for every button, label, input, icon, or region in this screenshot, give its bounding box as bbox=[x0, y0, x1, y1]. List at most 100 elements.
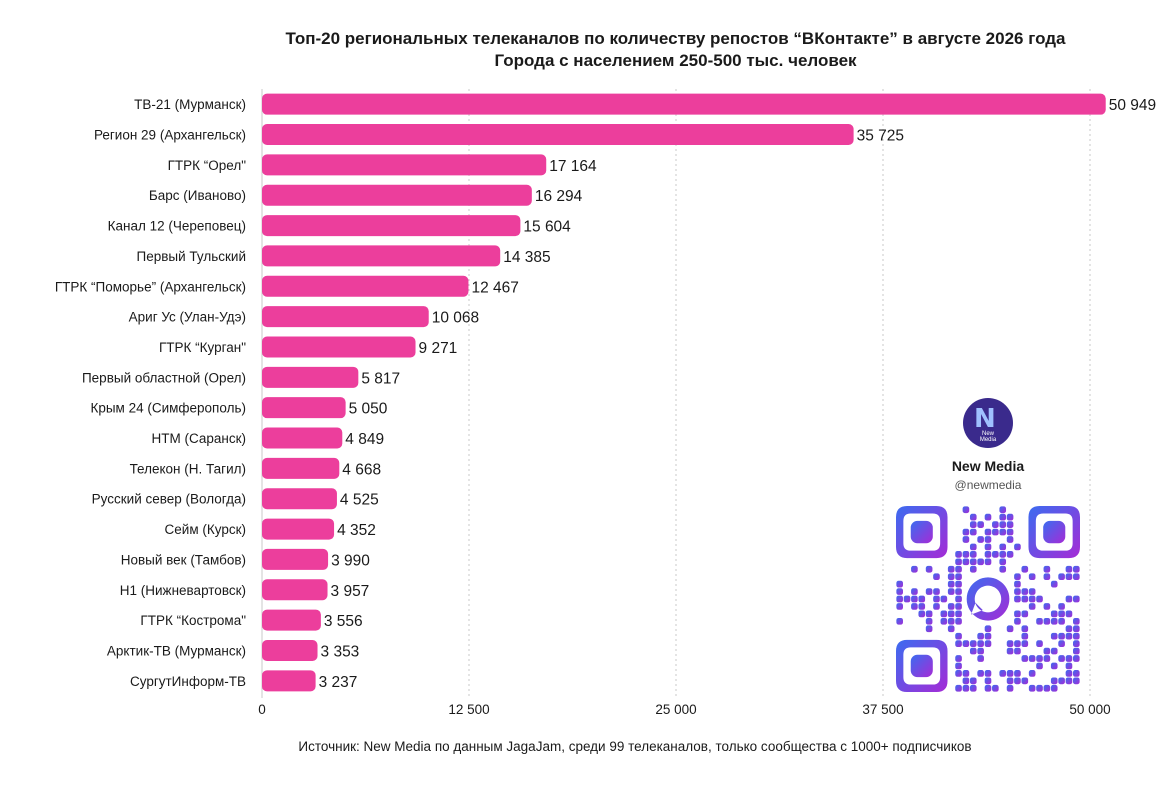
qr-module bbox=[925, 617, 933, 625]
category-label: Телекон (Н. Тагил) bbox=[130, 461, 246, 476]
category-label: Первый областной (Орел) bbox=[82, 370, 246, 385]
qr-module bbox=[1073, 647, 1080, 655]
qr-finder bbox=[896, 639, 948, 692]
qr-module bbox=[999, 565, 1007, 573]
bar bbox=[262, 215, 521, 237]
value-label: 10 068 bbox=[432, 310, 479, 327]
qr-module bbox=[1014, 677, 1021, 685]
qr-module bbox=[977, 521, 984, 528]
qr-module bbox=[999, 513, 1007, 521]
qr-module bbox=[925, 588, 933, 595]
qr-code-icon[interactable] bbox=[896, 506, 1080, 692]
qr-module bbox=[1050, 580, 1058, 588]
x-tick-label: 50 000 bbox=[1069, 702, 1110, 717]
qr-module bbox=[962, 670, 970, 677]
category-label: Арктик-ТВ (Мурманск) bbox=[107, 643, 246, 658]
x-tick-label: 12 500 bbox=[448, 702, 489, 717]
qr-module bbox=[1050, 684, 1058, 692]
qr-module bbox=[1021, 632, 1029, 640]
value-label: 5 050 bbox=[349, 401, 388, 418]
qr-module bbox=[1043, 603, 1051, 610]
qr-module bbox=[1065, 625, 1073, 633]
qr-module bbox=[1050, 662, 1058, 670]
qr-module bbox=[1014, 543, 1021, 551]
qr-module bbox=[984, 543, 992, 551]
qr-module bbox=[1028, 670, 1036, 677]
category-label: Сейм (Курск) bbox=[165, 522, 246, 537]
qr-module bbox=[1021, 610, 1029, 618]
qr-module bbox=[962, 640, 970, 647]
qr-module bbox=[984, 558, 992, 566]
qr-module bbox=[1058, 655, 1065, 662]
qr-module bbox=[940, 617, 948, 625]
qr-module bbox=[955, 617, 962, 625]
qr-module bbox=[933, 603, 940, 610]
qr-module bbox=[1021, 595, 1029, 603]
value-label: 9 271 bbox=[419, 340, 458, 357]
qr-module bbox=[1028, 603, 1036, 610]
bar bbox=[262, 366, 359, 388]
bar bbox=[262, 427, 343, 449]
value-label: 16 294 bbox=[535, 188, 583, 205]
qr-module bbox=[1073, 617, 1080, 625]
bar bbox=[262, 488, 337, 510]
qr-module bbox=[1073, 655, 1080, 662]
qr-module bbox=[933, 573, 940, 581]
qr-module bbox=[918, 595, 926, 603]
qr-module bbox=[896, 595, 903, 603]
qr-module bbox=[992, 684, 999, 692]
x-tick-label: 25 000 bbox=[655, 702, 696, 717]
qr-module bbox=[1043, 573, 1051, 581]
qr-module bbox=[969, 647, 977, 655]
qr-module bbox=[1036, 640, 1043, 647]
qr-finder-center bbox=[910, 654, 933, 678]
qr-module bbox=[984, 551, 992, 558]
qr-module bbox=[969, 521, 977, 528]
qr-module bbox=[1065, 610, 1073, 618]
qr-module bbox=[1014, 588, 1021, 595]
qr-module bbox=[1058, 603, 1065, 610]
qr-module bbox=[947, 625, 955, 633]
qr-module bbox=[1014, 573, 1021, 581]
category-label: ГТРК “Поморье” (Архангельск) bbox=[55, 279, 246, 294]
qr-module bbox=[969, 513, 977, 521]
qr-module bbox=[1050, 617, 1058, 625]
value-label: 17 164 bbox=[549, 158, 597, 175]
qr-module bbox=[955, 588, 962, 595]
qr-module bbox=[955, 603, 962, 610]
logo-letter: N bbox=[974, 404, 996, 434]
value-label: 4 525 bbox=[340, 492, 379, 509]
value-label: 3 556 bbox=[324, 613, 363, 630]
qr-module bbox=[955, 558, 962, 566]
qr-module bbox=[1073, 677, 1080, 685]
value-label: 4 352 bbox=[337, 522, 376, 539]
bar bbox=[262, 397, 346, 419]
qr-module bbox=[984, 625, 992, 633]
qr-module bbox=[1028, 684, 1036, 692]
qr-module bbox=[1028, 595, 1036, 603]
qr-module bbox=[1014, 580, 1021, 588]
qr-module bbox=[1021, 565, 1029, 573]
qr-module bbox=[969, 543, 977, 551]
labels: 0 12 500 25 000 37 500 50 000 ТВ-21 (Мурманск… bbox=[55, 97, 1156, 717]
qr-finder bbox=[1028, 506, 1080, 559]
qr-module bbox=[947, 588, 955, 595]
qr-module bbox=[940, 610, 948, 618]
qr-module bbox=[1073, 595, 1080, 603]
qr-module bbox=[940, 595, 948, 603]
chart-title: Топ-20 региональных телеканалов по колич… bbox=[285, 29, 1066, 48]
qr-module bbox=[1036, 655, 1043, 662]
qr-module bbox=[969, 677, 977, 685]
qr-module bbox=[962, 551, 970, 558]
qr-module bbox=[947, 617, 955, 625]
qr-module bbox=[1006, 551, 1014, 558]
qr-module bbox=[1006, 521, 1014, 528]
qr-module bbox=[1065, 632, 1073, 640]
qr-module bbox=[1014, 640, 1021, 647]
qr-module bbox=[1036, 684, 1043, 692]
qr-module bbox=[984, 640, 992, 647]
qr-module bbox=[1058, 617, 1065, 625]
qr-module bbox=[1065, 595, 1073, 603]
bar bbox=[262, 579, 328, 601]
qr-module bbox=[947, 580, 955, 588]
